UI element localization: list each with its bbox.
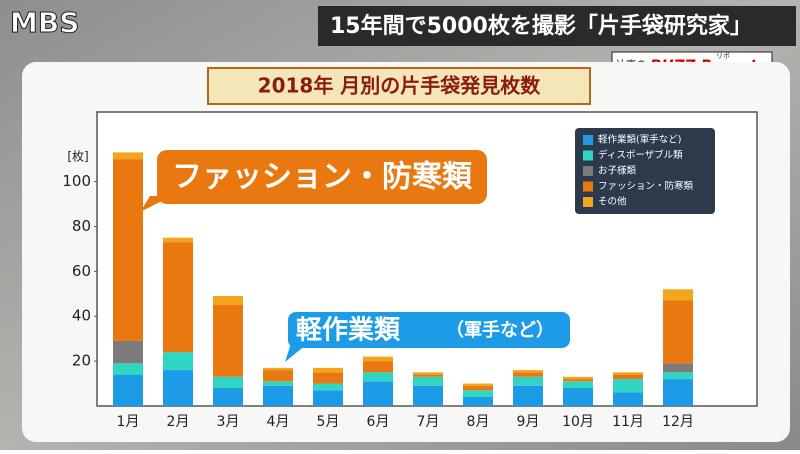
title-box <box>207 67 591 105</box>
bar-segment <box>163 242 193 353</box>
annotation: ファッション・防寒類 <box>172 160 473 195</box>
y-tick-label: 40 <box>72 307 91 325</box>
annotation: （軍手など） <box>446 319 554 341</box>
bar-segment <box>263 370 293 382</box>
bar-segment <box>563 381 593 389</box>
bar-segment <box>113 340 143 364</box>
bar-segment <box>413 385 443 406</box>
bar-segment <box>213 376 243 389</box>
headline-band <box>318 6 796 46</box>
bar-segment <box>363 372 393 382</box>
bar-segment <box>213 296 243 306</box>
badge-ruby: リポ <box>716 52 730 60</box>
bar-segment <box>463 390 493 398</box>
bar-segment <box>513 385 543 406</box>
bar-segment <box>563 388 593 406</box>
legend-label: ファッション・防寒類 <box>598 180 694 192</box>
bar-segment <box>613 374 643 380</box>
bar-segment <box>563 376 593 380</box>
bar-segment <box>113 152 143 160</box>
x-tick-label: 2月 <box>167 414 190 430</box>
bar-segment <box>313 372 343 384</box>
bar-segment <box>613 372 643 375</box>
x-tick-label: 5月 <box>317 414 340 430</box>
bar-segment <box>663 379 693 406</box>
bar-segment <box>113 363 143 375</box>
bar-segment <box>413 372 443 375</box>
legend-swatch <box>583 135 593 145</box>
x-tick-label: 8月 <box>467 414 490 430</box>
bar-segment <box>463 397 493 406</box>
bar-segment <box>313 390 343 406</box>
bar-segment <box>663 363 693 373</box>
legend-label: 軽作業類(軍手など) <box>598 134 681 146</box>
bar-segment <box>513 370 543 373</box>
bar-segment <box>413 374 443 377</box>
y-tick-label: 80 <box>72 217 91 235</box>
bar-segment <box>463 383 493 386</box>
bar-segment <box>513 372 543 377</box>
x-tick-label: 3月 <box>217 414 240 430</box>
bar-segment <box>163 237 193 243</box>
bar-segment <box>413 376 443 386</box>
bar-segment <box>363 361 393 373</box>
x-tick-label: 10月 <box>562 414 594 430</box>
x-tick-label: 12月 <box>662 414 694 430</box>
bar-segment <box>463 385 493 391</box>
bar-segment <box>513 376 543 386</box>
legend-swatch <box>583 166 593 176</box>
legend-swatch <box>583 181 593 192</box>
bar-segment <box>313 367 343 373</box>
legend-box <box>575 128 715 214</box>
y-axis-label: [枚] <box>67 149 88 164</box>
bar-segment <box>363 356 393 362</box>
x-tick-label: 11月 <box>612 414 644 430</box>
y-tick-label: 60 <box>72 262 91 280</box>
bar-segment <box>663 289 693 301</box>
bar-segment <box>363 381 393 406</box>
bar-segment <box>613 379 643 393</box>
bar-segment <box>213 388 243 406</box>
bar-segment <box>113 159 143 341</box>
x-tick-label: 9月 <box>517 414 540 430</box>
y-tick-label: 20 <box>72 352 91 370</box>
legend-swatch <box>583 150 593 161</box>
bar-segment <box>163 352 193 371</box>
bar-segment <box>263 367 293 371</box>
chart-title: 2018年 月別の片手袋発見枚数 <box>258 74 542 98</box>
logo: MBS <box>10 6 79 39</box>
x-tick-label: 7月 <box>417 414 440 430</box>
x-tick-label: 4月 <box>267 414 290 430</box>
bar-segment <box>163 370 193 406</box>
callout-box <box>157 150 487 204</box>
bar-segment <box>113 374 143 406</box>
bar-segment <box>313 383 343 391</box>
x-tick-label: 1月 <box>117 414 140 430</box>
bar-segment <box>263 385 293 406</box>
x-tick-label: 6月 <box>367 414 390 430</box>
headline: 15年間で5000枚を撮影「片手袋研究家」 <box>330 13 752 39</box>
bar-segment <box>213 305 243 377</box>
legend-label: ディスポーザブル類 <box>598 149 683 161</box>
legend-label: お子様類 <box>598 165 637 177</box>
y-tick-label: 100 <box>62 172 91 190</box>
bar-segment <box>263 381 293 386</box>
callout-box <box>288 312 570 348</box>
bar-segment <box>663 300 693 364</box>
legend-swatch <box>583 197 593 207</box>
bar-segment <box>663 372 693 380</box>
bar-segment <box>613 392 643 406</box>
legend-label: その他 <box>598 196 627 208</box>
annotation: 軽作業類 <box>296 315 401 346</box>
bar-segment <box>563 379 593 382</box>
